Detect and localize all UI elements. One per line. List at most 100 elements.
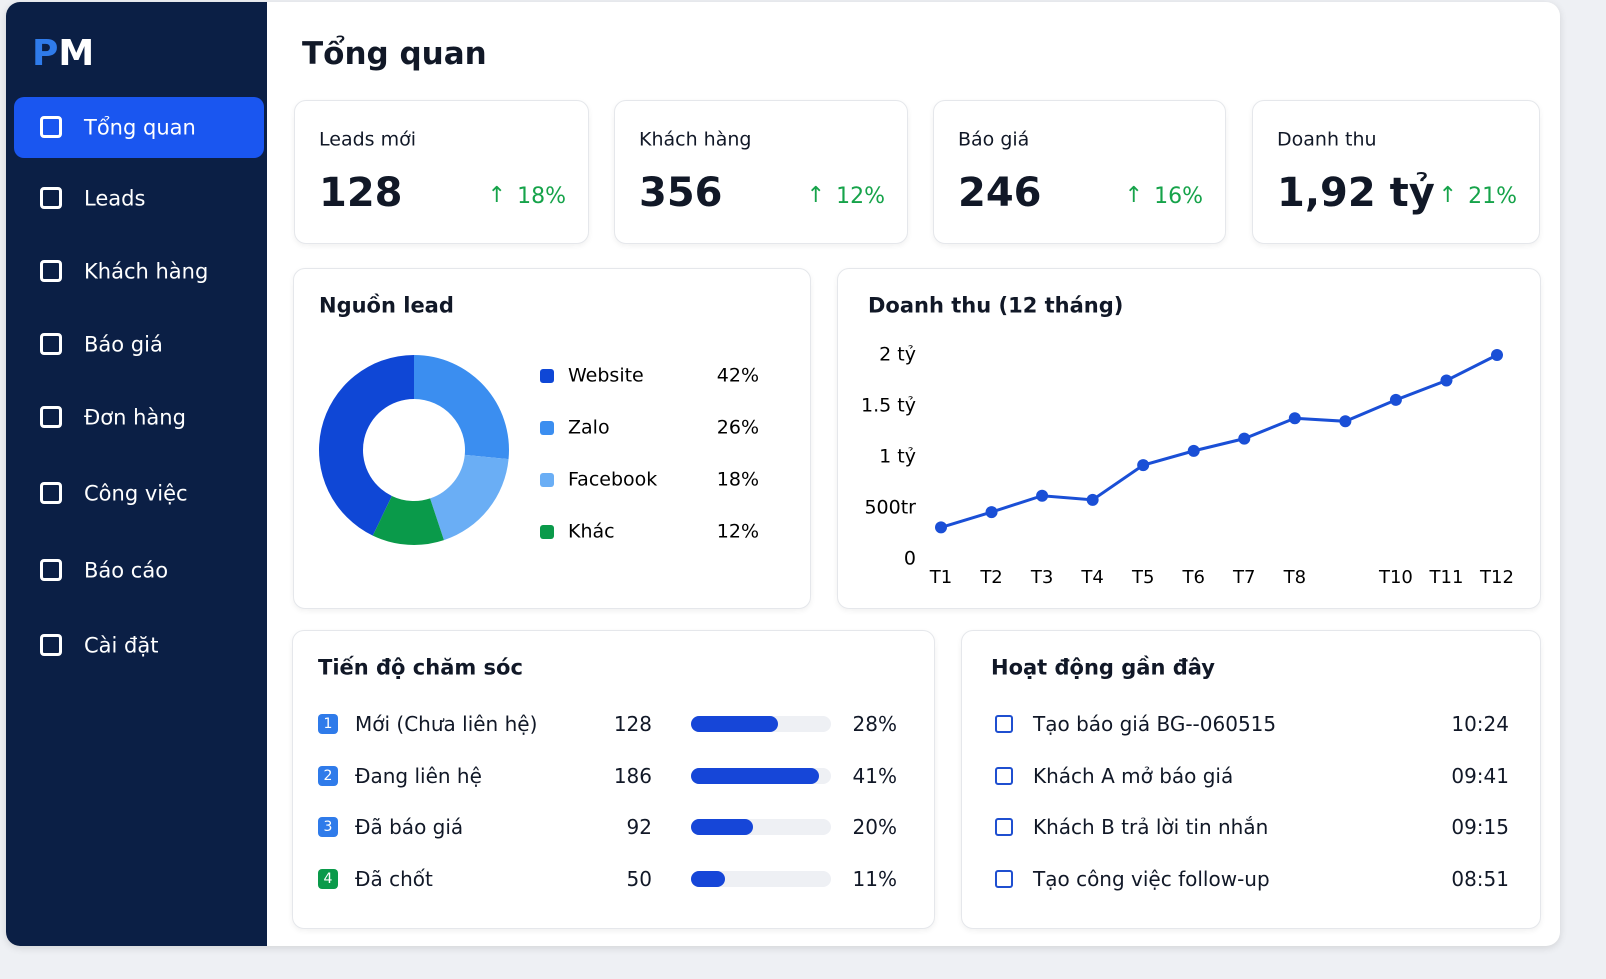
rank-badge: 3 — [318, 817, 338, 837]
care-percent: 11% — [852, 866, 897, 891]
kpi-label: Leads mới — [319, 128, 416, 151]
nav-label: Báo giá — [84, 332, 163, 357]
kpi-change: 18% — [517, 184, 566, 209]
revenue-line — [940, 353, 1498, 529]
x-tick-label: T4 — [1080, 567, 1103, 588]
nav-label: Khách hàng — [84, 259, 209, 284]
nav-item[interactable]: Leads — [14, 168, 264, 229]
y-tick-label: 1 tỷ — [879, 446, 916, 468]
kpi-value: 246 — [958, 170, 1042, 216]
revenue-point — [1238, 432, 1251, 445]
legend-label: Website — [568, 365, 644, 387]
nav-label: Cài đặt — [84, 633, 159, 658]
care-percent: 20% — [852, 815, 897, 839]
legend-value: 12% — [717, 521, 759, 543]
kpi-arrow: ↑ — [806, 183, 825, 208]
nav-item[interactable]: Báo giá — [14, 314, 264, 375]
nav-icon — [40, 559, 62, 581]
care-count: 128 — [613, 712, 652, 736]
x-tick-label: T10 — [1378, 567, 1413, 588]
legend-value: 26% — [717, 417, 759, 439]
y-tick-label: 1.5 tỷ — [861, 395, 916, 417]
bar — [691, 870, 726, 887]
bar — [691, 819, 754, 835]
nav-icon — [40, 260, 62, 282]
x-tick-label: T3 — [1030, 567, 1053, 588]
kpi-arrow: ↑ — [1438, 183, 1457, 208]
nav-label: Báo cáo — [84, 558, 169, 583]
app: PM Tổng quan Leads Khách hàng Báo giá Đơn hà… — [6, 2, 1560, 946]
brand-m: M — [58, 33, 95, 74]
legend-swatch — [540, 473, 554, 487]
activity-text: Tạo công việc follow-up — [1033, 866, 1270, 891]
x-tick-label: T12 — [1479, 567, 1514, 588]
care-label: Đã chốt — [355, 866, 433, 891]
bar — [691, 716, 779, 732]
nav-icon — [40, 406, 62, 428]
y-tick-label: 500tr — [864, 497, 916, 519]
care-percent: 41% — [852, 763, 897, 788]
kpi-card: Báo giá 246 ↑ 16% — [933, 100, 1226, 244]
nav-label: Leads — [84, 186, 146, 211]
activity-text: Khách A mở báo giá — [1033, 763, 1234, 788]
care-card: Tiến độ chăm sóc 1 Mới (Chưa liên hệ) 128 28… — [292, 630, 935, 929]
nav-item[interactable]: Khách hàng — [14, 241, 264, 302]
nav-item[interactable]: Công việc — [14, 463, 264, 524]
nav-icon — [40, 333, 62, 355]
legend-label: Zalo — [568, 417, 610, 439]
card-title: Doanh thu (12 tháng) — [868, 293, 1124, 318]
nav-icon — [40, 634, 62, 656]
sidebar: PM Tổng quan Leads Khách hàng Báo giá Đơn hà… — [6, 2, 267, 946]
care-label: Mới (Chưa liên hệ) — [355, 712, 538, 736]
revenue-point — [1086, 493, 1099, 506]
activity-time: 10:24 — [1451, 712, 1509, 736]
activity-time: 09:15 — [1451, 815, 1509, 839]
x-tick-label: T5 — [1131, 567, 1154, 588]
kpi-card: Khách hàng 356 ↑ 12% — [614, 100, 908, 244]
donut-slice — [372, 495, 444, 545]
activity-icon — [995, 715, 1013, 733]
x-tick-label: T1 — [929, 567, 952, 588]
kpi-value: 356 — [639, 170, 723, 216]
revenue-point — [1288, 412, 1301, 425]
x-tick-label: T11 — [1429, 567, 1464, 588]
nav-item[interactable]: Đơn hàng — [14, 387, 264, 448]
lead-source-card: Nguồn lead Website 42% Zalo 26% Facebook 18% Kh… — [293, 268, 811, 609]
bar — [691, 767, 819, 784]
revenue-point — [1339, 415, 1352, 428]
nav-item[interactable]: Cài đặt — [14, 615, 264, 676]
donut-slice — [318, 355, 414, 536]
activity-text: Khách B trả lời tin nhắn — [1033, 815, 1269, 839]
page-title: Tổng quan — [302, 36, 487, 72]
brand: PM — [32, 36, 94, 72]
y-tick-label: 0 — [904, 548, 916, 570]
activity-icon — [995, 869, 1013, 888]
care-label: Đang liên hệ — [355, 763, 482, 788]
legend-label: Facebook — [568, 469, 657, 491]
legend-swatch — [540, 525, 554, 539]
legend-swatch — [540, 421, 554, 435]
donut-slice — [430, 454, 509, 541]
kpi-label: Khách hàng — [639, 128, 752, 151]
kpi-label: Báo giá — [958, 128, 1030, 151]
revenue-point — [1137, 459, 1150, 472]
care-count: 50 — [626, 866, 652, 891]
card-title: Hoạt động gần đây — [991, 655, 1215, 680]
card-title: Nguồn lead — [319, 293, 454, 318]
x-tick-label: T6 — [1182, 567, 1205, 588]
nav-item[interactable]: Tổng quan — [14, 97, 264, 158]
activity-time: 08:51 — [1451, 866, 1509, 891]
revenue-point — [1491, 349, 1503, 361]
revenue-point — [1187, 444, 1200, 457]
legend-label: Khác — [568, 521, 615, 543]
nav-item[interactable]: Báo cáo — [14, 540, 264, 601]
nav-icon — [40, 116, 62, 138]
nav-label: Đơn hàng — [84, 405, 186, 430]
rank-badge: 4 — [318, 868, 338, 889]
kpi-card: Doanh thu 1,92 tỷ ↑ 21% — [1252, 100, 1540, 244]
kpi-label: Doanh thu — [1277, 128, 1377, 151]
rank-badge: 2 — [318, 765, 338, 786]
activity-icon — [995, 766, 1013, 785]
care-count: 92 — [626, 815, 652, 839]
care-label: Đã báo giá — [355, 815, 464, 839]
